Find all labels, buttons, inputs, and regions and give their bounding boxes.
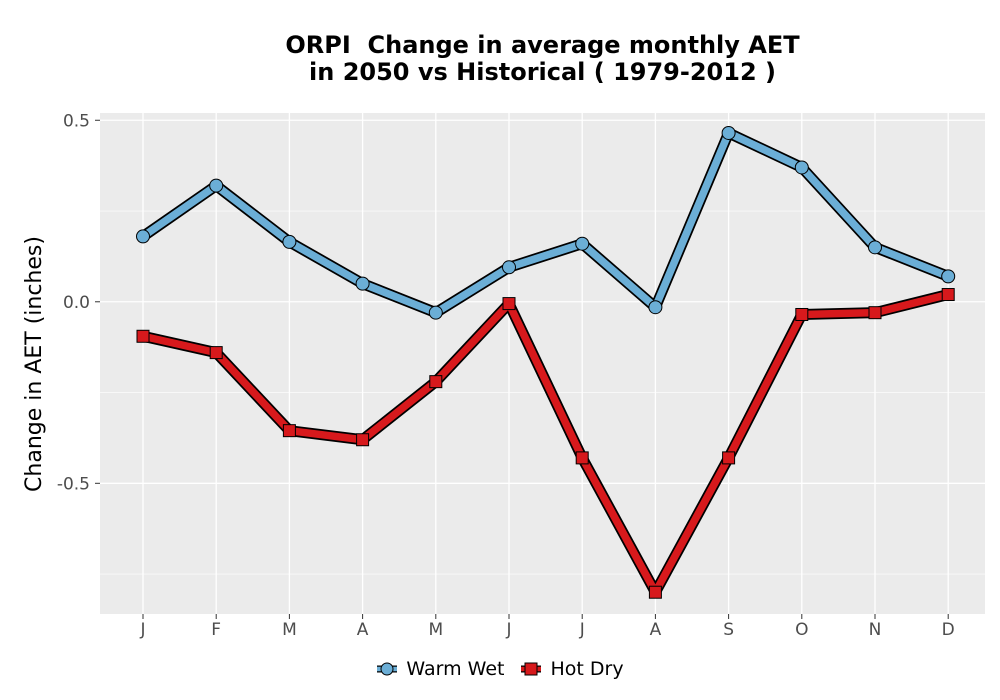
axes: 0.5 0.0 -0.5 J F M A M J J A S O N D [57, 111, 955, 640]
chart-title-line-1: ORPI Change in average monthly AET [285, 31, 800, 59]
x-tick-label: F [211, 620, 221, 640]
data-point [795, 307, 809, 321]
data-point [575, 236, 590, 251]
data-point [136, 329, 150, 343]
y-axis-label: Change in AET (inches) [22, 236, 47, 492]
data-point [794, 160, 809, 175]
x-tick-label: N [869, 620, 882, 640]
x-tick-label: M [428, 620, 443, 640]
legend-item-hot-dry: Hot Dry [520, 658, 624, 680]
y-tick-label: 0.0 [63, 293, 90, 313]
x-tick-label: S [723, 620, 734, 640]
legend-label-warm-wet: Warm Wet [406, 658, 505, 680]
legend-label-hot-dry: Hot Dry [550, 658, 624, 680]
chart-title-line-2: in 2050 vs Historical ( 1979-2012 ) [309, 58, 776, 86]
y-tick-label: 0.5 [63, 111, 90, 131]
legend-circle-marker-icon [377, 662, 398, 676]
data-point [941, 269, 956, 284]
series-line [139, 129, 952, 317]
chart-title: ORPI Change in average monthly AET in 20… [100, 32, 985, 86]
x-tick-label: O [795, 620, 808, 640]
series-line [139, 290, 952, 596]
x-tick-label: A [357, 620, 369, 640]
x-tick-label: J [505, 620, 511, 640]
x-tick-label: J [139, 620, 145, 640]
data-point [209, 178, 224, 193]
data-point [721, 125, 736, 140]
data-point [648, 300, 663, 315]
data-point [502, 297, 516, 311]
data-point [282, 234, 297, 249]
data-point [428, 305, 443, 320]
x-tick-label: J [579, 620, 585, 640]
x-tick-label: M [282, 620, 297, 640]
data-point [356, 433, 370, 447]
data-point [722, 451, 736, 465]
data-point [355, 276, 370, 291]
x-tick-label: A [650, 620, 662, 640]
data-point [941, 288, 955, 302]
y-tick-label: -0.5 [57, 474, 90, 494]
data-point [209, 346, 223, 360]
data-point [282, 424, 296, 438]
data-point [575, 451, 589, 465]
legend: Warm Wet Hot Dry [0, 658, 1000, 680]
legend-item-warm-wet: Warm Wet [376, 658, 504, 680]
legend-square-marker-icon [521, 662, 542, 676]
data-point [648, 585, 662, 599]
data-point [868, 306, 882, 320]
series-layer [136, 125, 956, 599]
x-tick-label: D [942, 620, 955, 640]
data-point [136, 229, 150, 244]
data-point [502, 260, 516, 275]
data-point [429, 375, 443, 389]
data-point [868, 240, 882, 255]
